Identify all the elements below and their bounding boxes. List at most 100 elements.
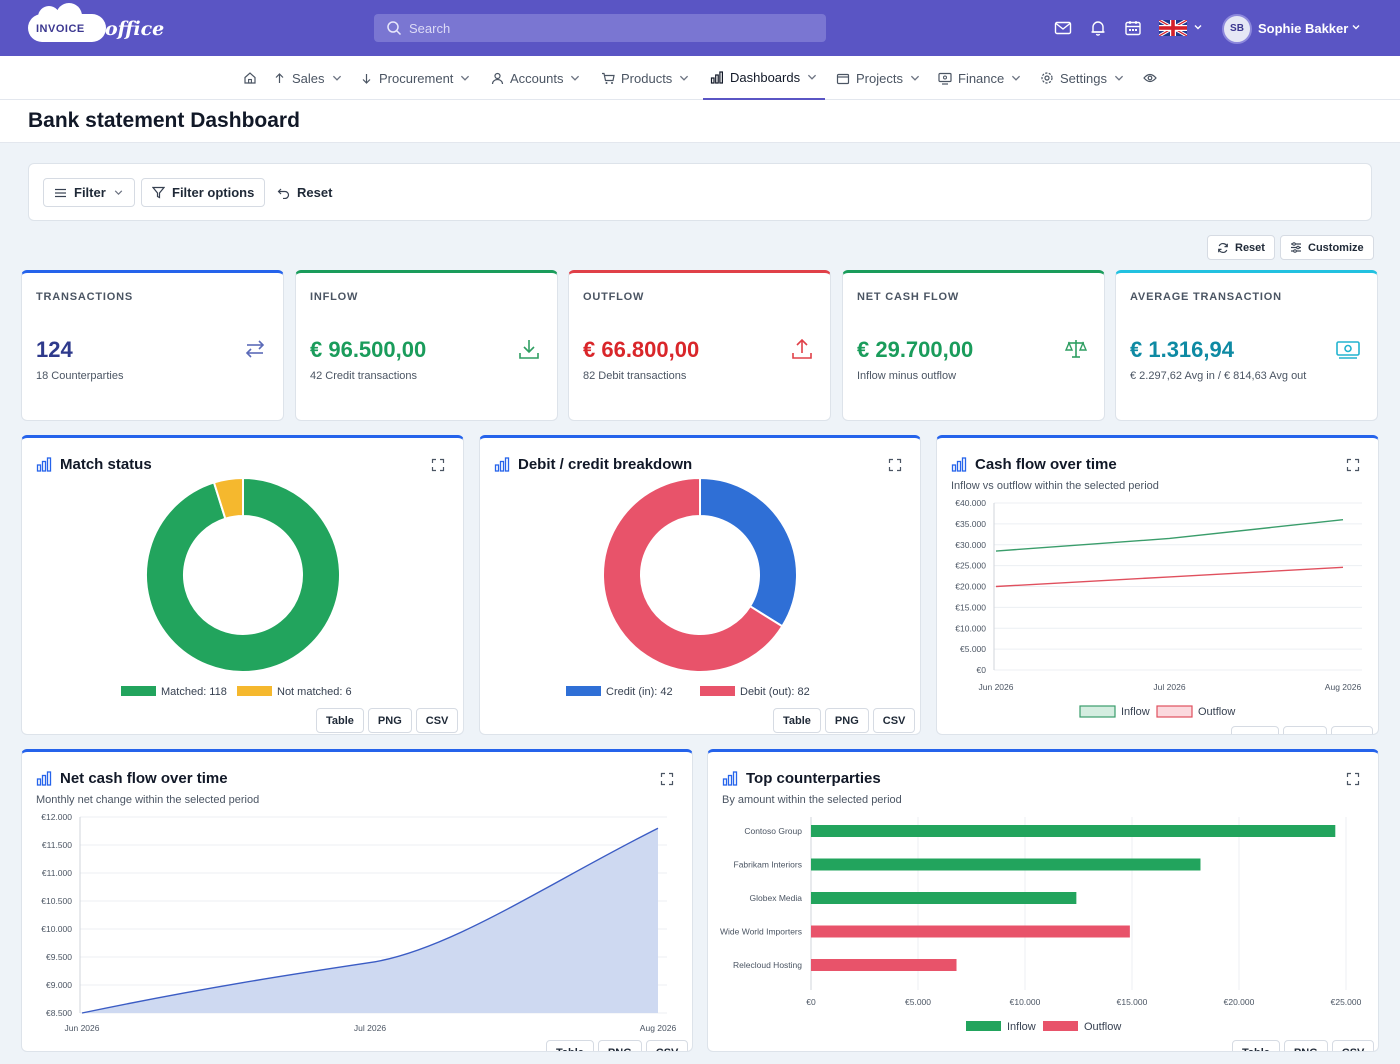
bar-chart-icon [722,771,738,786]
filter-options-button[interactable]: Filter options [141,178,266,207]
mail-icon[interactable] [1053,18,1073,38]
card-title-row: Cash flow over time [951,456,1117,473]
y-tick-label: Relecloud Hosting [733,960,802,970]
nav-procurement[interactable]: Procurement [360,56,471,100]
uk-flag-icon[interactable] [1159,20,1187,36]
chevron-down-icon [461,75,470,81]
legend-label: Inflow [1007,1021,1036,1033]
export-table-button[interactable]: Table [546,1040,594,1051]
bar-chart-icon [36,771,52,786]
card-title: Net cash flow over time [60,770,228,787]
x-tick-label: Jul 2026 [1153,682,1185,692]
kpi-card-transactions: TRANSACTIONS 124 18 Counterparties [21,270,284,421]
app-logo[interactable]: INVOICE office [28,3,164,44]
filter-options-label: Filter options [172,185,255,200]
logo-cloud-shape [28,3,106,42]
nav-label: Accounts [510,70,564,86]
export-png-button[interactable]: PNG [1283,1040,1328,1051]
export-png-button[interactable]: PNG [1282,726,1327,734]
export-buttons: Table PNG CSV [316,708,459,733]
y-tick-label: €15.000 [955,602,986,612]
chevron-down-icon [680,75,689,81]
nav-settings[interactable]: Settings [1040,56,1125,100]
user-icon [491,72,504,84]
bell-icon[interactable] [1088,18,1108,38]
bar-chart-icon [951,457,967,472]
expand-icon[interactable] [888,458,902,472]
nav-label: Projects [856,70,903,86]
export-table-button[interactable]: Table [773,708,821,733]
export-table-button[interactable]: Table [1232,1040,1280,1051]
expand-icon[interactable] [431,458,445,472]
filter-button[interactable]: Filter [43,178,135,207]
export-csv-button[interactable]: CSV [1331,1040,1375,1051]
export-csv-button[interactable]: CSV [645,1040,689,1051]
kpi-value: € 96.500,00 [310,337,427,362]
chevron-down-icon[interactable] [1351,22,1361,32]
export-buttons: Table PNG CSV [1232,1040,1375,1051]
legend-swatch [237,686,272,696]
avatar[interactable]: SB [1222,14,1252,44]
card-title-row: Debit / credit breakdown [494,456,692,473]
nav-label: Finance [958,70,1005,86]
kpi-subtext: 42 Credit transactions [310,370,417,382]
x-tick-label: Jun 2026 [65,1023,100,1033]
export-png-button[interactable]: PNG [597,1040,642,1051]
export-png-button[interactable]: PNG [824,708,869,733]
filter-label: Filter [74,185,106,200]
x-tick-label: €10.000 [1010,997,1041,1007]
nav-visibility[interactable] [1143,56,1157,100]
nav-sales[interactable]: Sales [273,56,343,100]
expand-icon[interactable] [660,772,674,786]
kpi-label: NET CASH FLOW [857,291,960,303]
export-csv-button[interactable]: CSV [1330,726,1374,734]
y-tick-label: €5.000 [960,644,986,654]
nav-finance[interactable]: Finance [938,56,1022,100]
export-csv-button[interactable]: CSV [415,708,459,733]
export-png-button[interactable]: PNG [367,708,412,733]
calendar-icon[interactable] [1123,18,1143,38]
nav-accounts[interactable]: Accounts [491,56,581,100]
expand-icon[interactable] [1346,772,1360,786]
y-tick-label: €35.000 [955,519,986,529]
match-status-card: Match status Matched: 118 Not matched: 6 … [21,435,464,735]
nav-products[interactable]: Products [601,56,690,100]
logo-word-invoice: INVOICE [36,23,85,35]
nav-dashboards[interactable]: Dashboards [703,56,826,100]
customize-button[interactable]: Customize [1280,235,1374,260]
card-title-row: Match status [36,456,152,473]
kpi-label: TRANSACTIONS [36,291,133,303]
card-title: Top counterparties [746,770,881,787]
nav-home[interactable] [243,56,257,100]
kpi-subtext: 82 Debit transactions [583,370,687,382]
export-table-button[interactable]: Table [1231,726,1279,734]
nav-label: Procurement [379,70,454,86]
export-csv-button[interactable]: CSV [872,708,916,733]
donut-slice [145,478,341,673]
y-tick-label: Wide World Importers [720,927,802,937]
dashboard-reset-button[interactable]: Reset [1207,235,1275,260]
card-subtitle: Monthly net change within the selected p… [36,794,260,806]
user-name[interactable]: Sophie Bakker [1258,21,1349,36]
net-cash-flow-chart: €8.500 €9.000 €9.500 €10.000 €10.500 €11.000 €… [41,812,676,1033]
expand-icon[interactable] [1346,458,1360,472]
gear-icon [1041,72,1053,84]
filter-reset-button[interactable]: Reset [267,178,342,207]
page-title: Bank statement Dashboard [28,109,300,132]
search-input[interactable]: Search [374,14,826,42]
legend-label: Inflow [1121,706,1150,718]
legend-swatch [1079,705,1116,718]
nav-label: Settings [1060,70,1107,86]
x-tick-label: €0 [806,997,816,1007]
kpi-value: € 66.800,00 [583,337,700,362]
chevron-down-icon [1012,75,1021,81]
nav-projects[interactable]: Projects [836,56,921,100]
card-title: Debit / credit breakdown [518,456,693,473]
y-tick-label: €40.000 [955,498,986,508]
kpi-card-average-transaction: AVERAGE TRANSACTION € 1.316,94 € 2.297,6… [1115,270,1378,421]
legend-swatch [1156,705,1193,718]
upload-icon [792,338,812,359]
chevron-down-icon[interactable] [1193,22,1203,32]
export-table-button[interactable]: Table [316,708,364,733]
chevron-down-icon [1114,75,1124,81]
